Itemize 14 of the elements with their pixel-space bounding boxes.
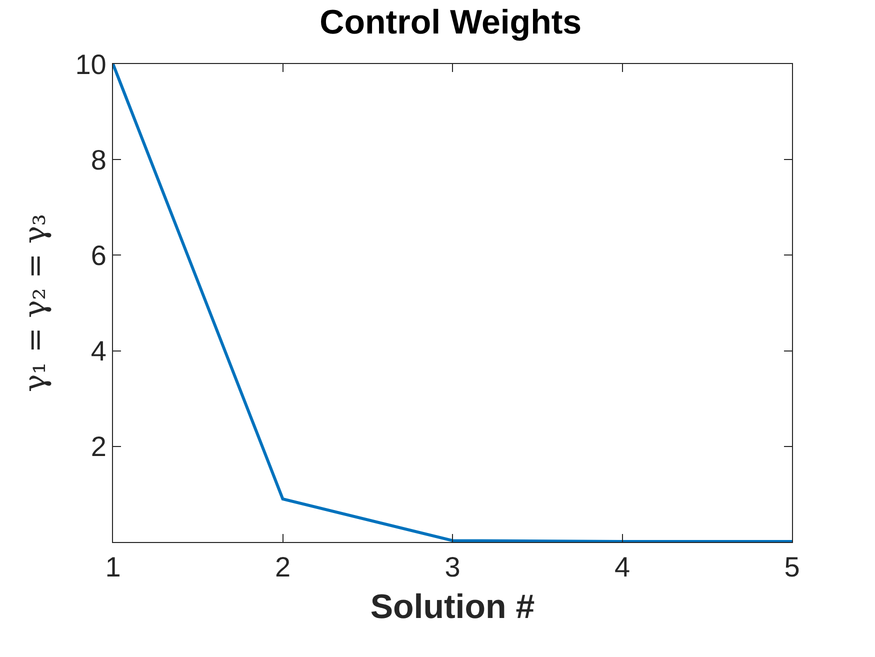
x-tick-label: 1	[105, 552, 121, 583]
y-tick-label: 8	[90, 144, 106, 176]
x-tick-label: 5	[784, 552, 800, 583]
y-tick-label: 2	[90, 431, 106, 462]
y-tick-label: 6	[90, 240, 106, 271]
x-axis-title: Solution #	[370, 588, 535, 626]
y-axis-title: γ₁ = γ₂ = γ₃	[18, 214, 54, 392]
x-tick-label: 4	[614, 552, 630, 583]
line-series	[113, 64, 792, 542]
y-tick-label: 10	[75, 48, 106, 80]
chart-title: Control Weights	[320, 4, 582, 42]
x-tick-label: 3	[444, 552, 460, 583]
y-tick-label: 4	[90, 336, 106, 367]
x-tick-label: 2	[274, 552, 291, 583]
